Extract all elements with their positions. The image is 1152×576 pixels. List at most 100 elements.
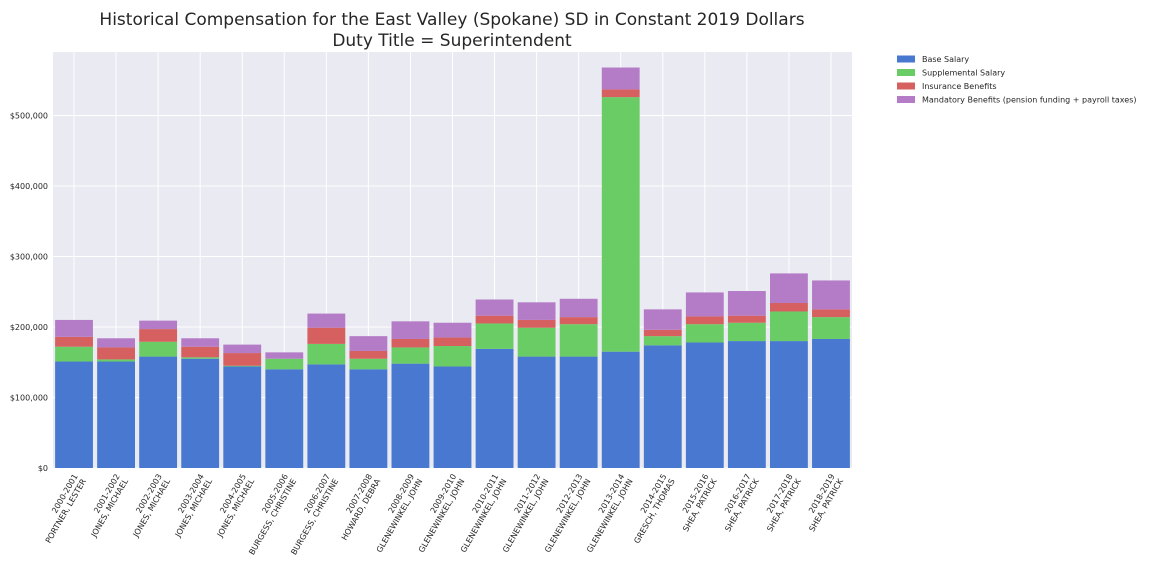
- bar-segment: [55, 336, 93, 347]
- bar-segment: [517, 319, 556, 328]
- bar-segment: [685, 316, 724, 325]
- bar-segment: [475, 323, 514, 349]
- bar-segment: [223, 365, 262, 367]
- x-tick-label: 2002-2003JONES, MICHAEL: [123, 472, 173, 539]
- chart-subtitle: Duty Title = Superintendent: [332, 31, 572, 51]
- bar-segment: [349, 358, 388, 370]
- bar-segment: [559, 317, 598, 325]
- bar-segment: [559, 298, 598, 318]
- legend-label: Supplemental Salary: [922, 69, 1005, 78]
- bar-segment: [517, 356, 556, 468]
- bar-segment: [769, 341, 808, 468]
- bar-segment: [685, 342, 724, 468]
- legend-label: Insurance Benefits: [922, 82, 997, 91]
- bar-segment: [601, 351, 640, 468]
- bar-segment: [812, 309, 850, 318]
- bar-segment: [349, 369, 388, 468]
- bar-segment: [265, 369, 304, 468]
- y-tick-label: $500,000: [10, 111, 48, 120]
- bar-segment: [139, 320, 178, 330]
- bar-segment: [139, 341, 178, 357]
- y-tick-label: $0: [38, 464, 48, 473]
- y-tick-label: $100,000: [10, 393, 48, 402]
- bar-segment: [349, 350, 388, 359]
- bar-segment: [181, 338, 220, 347]
- bar-segment: [265, 358, 304, 370]
- bar-segment: [181, 346, 220, 358]
- bar-segment: [433, 337, 472, 347]
- bar-segment: [601, 89, 640, 98]
- bar-segment: [181, 358, 220, 468]
- bar-segment: [643, 309, 682, 330]
- bar-segment: [559, 324, 598, 357]
- bar-segment: [223, 344, 262, 354]
- bar-segment: [727, 341, 766, 468]
- bar-segment: [812, 280, 850, 310]
- bar-segment: [517, 327, 556, 357]
- x-tick-label: 2015-2016SHEA, PATRICK: [673, 472, 719, 533]
- bar-segment: [55, 346, 93, 362]
- y-tick-label: $200,000: [10, 323, 48, 332]
- bar-segment: [97, 338, 136, 348]
- bar-segment: [391, 321, 430, 339]
- bar-segment: [769, 303, 808, 312]
- bar-segment: [601, 67, 640, 90]
- bar-segment: [55, 319, 93, 337]
- bar-segment: [433, 322, 472, 338]
- bar-segment: [265, 352, 304, 359]
- chart-title: Historical Compensation for the East Val…: [99, 10, 804, 30]
- bars: [55, 67, 850, 468]
- bar-segment: [307, 327, 346, 344]
- bar-segment: [139, 356, 178, 468]
- bar-segment: [223, 353, 262, 366]
- bar-segment: [812, 317, 850, 339]
- bar-segment: [97, 347, 136, 360]
- bar-segment: [475, 315, 514, 324]
- bar-segment: [727, 322, 766, 342]
- x-tick-label: 2000-2001PORTNER, LESTER: [36, 472, 89, 545]
- bar-segment: [433, 346, 472, 367]
- bar-segment: [181, 357, 220, 359]
- x-tick-label: 2004-2005JONES, MICHAEL: [207, 472, 257, 539]
- bar-segment: [727, 315, 766, 323]
- y-axis: $0 $100,000 $200,000 $300,000 $400,000 $500,0…: [10, 111, 48, 473]
- legend-swatch: [897, 55, 915, 63]
- legend-swatch: [897, 69, 915, 76]
- bar-segment: [391, 347, 430, 364]
- bar-segment: [812, 338, 850, 468]
- bar-segment: [727, 291, 766, 316]
- bar-segment: [643, 329, 682, 337]
- bar-segment: [307, 313, 346, 328]
- bar-segment: [223, 366, 262, 468]
- bar-segment: [643, 336, 682, 346]
- x-axis: 2000-2001PORTNER, LESTER 2001-2002JONES, …: [36, 472, 845, 557]
- bar-segment: [307, 364, 346, 468]
- y-tick-label: $300,000: [10, 252, 48, 261]
- bar-segment: [97, 359, 136, 362]
- x-tick-label: 2001-2002JONES, MICHAEL: [81, 472, 131, 539]
- bar-segment: [349, 336, 388, 351]
- bar-segment: [475, 348, 514, 468]
- bar-segment: [643, 345, 682, 468]
- bar-segment: [391, 338, 430, 348]
- bar-segment: [685, 324, 724, 343]
- x-tick-label: 2003-2004JONES, MICHAEL: [165, 472, 215, 539]
- bar-segment: [559, 356, 598, 468]
- bar-segment: [391, 363, 430, 468]
- bar-segment: [139, 329, 178, 342]
- legend-label: Base Salary: [922, 55, 969, 64]
- bar-segment: [769, 311, 808, 342]
- bar-segment: [433, 366, 472, 468]
- bar-segment: [517, 302, 556, 320]
- bar-segment: [601, 97, 640, 352]
- bar-segment: [97, 361, 136, 468]
- x-tick-label: 2018-2019SHEA, PATRICK: [799, 472, 845, 533]
- x-tick-label: 2016-2017SHEA, PATRICK: [715, 472, 761, 533]
- bar-segment: [307, 343, 346, 365]
- bar-segment: [55, 361, 93, 468]
- bar-segment: [685, 292, 724, 317]
- y-tick-label: $400,000: [10, 182, 48, 191]
- legend-swatch: [897, 82, 915, 90]
- legend-label: Mandatory Benefits (pension funding + pa…: [922, 96, 1136, 105]
